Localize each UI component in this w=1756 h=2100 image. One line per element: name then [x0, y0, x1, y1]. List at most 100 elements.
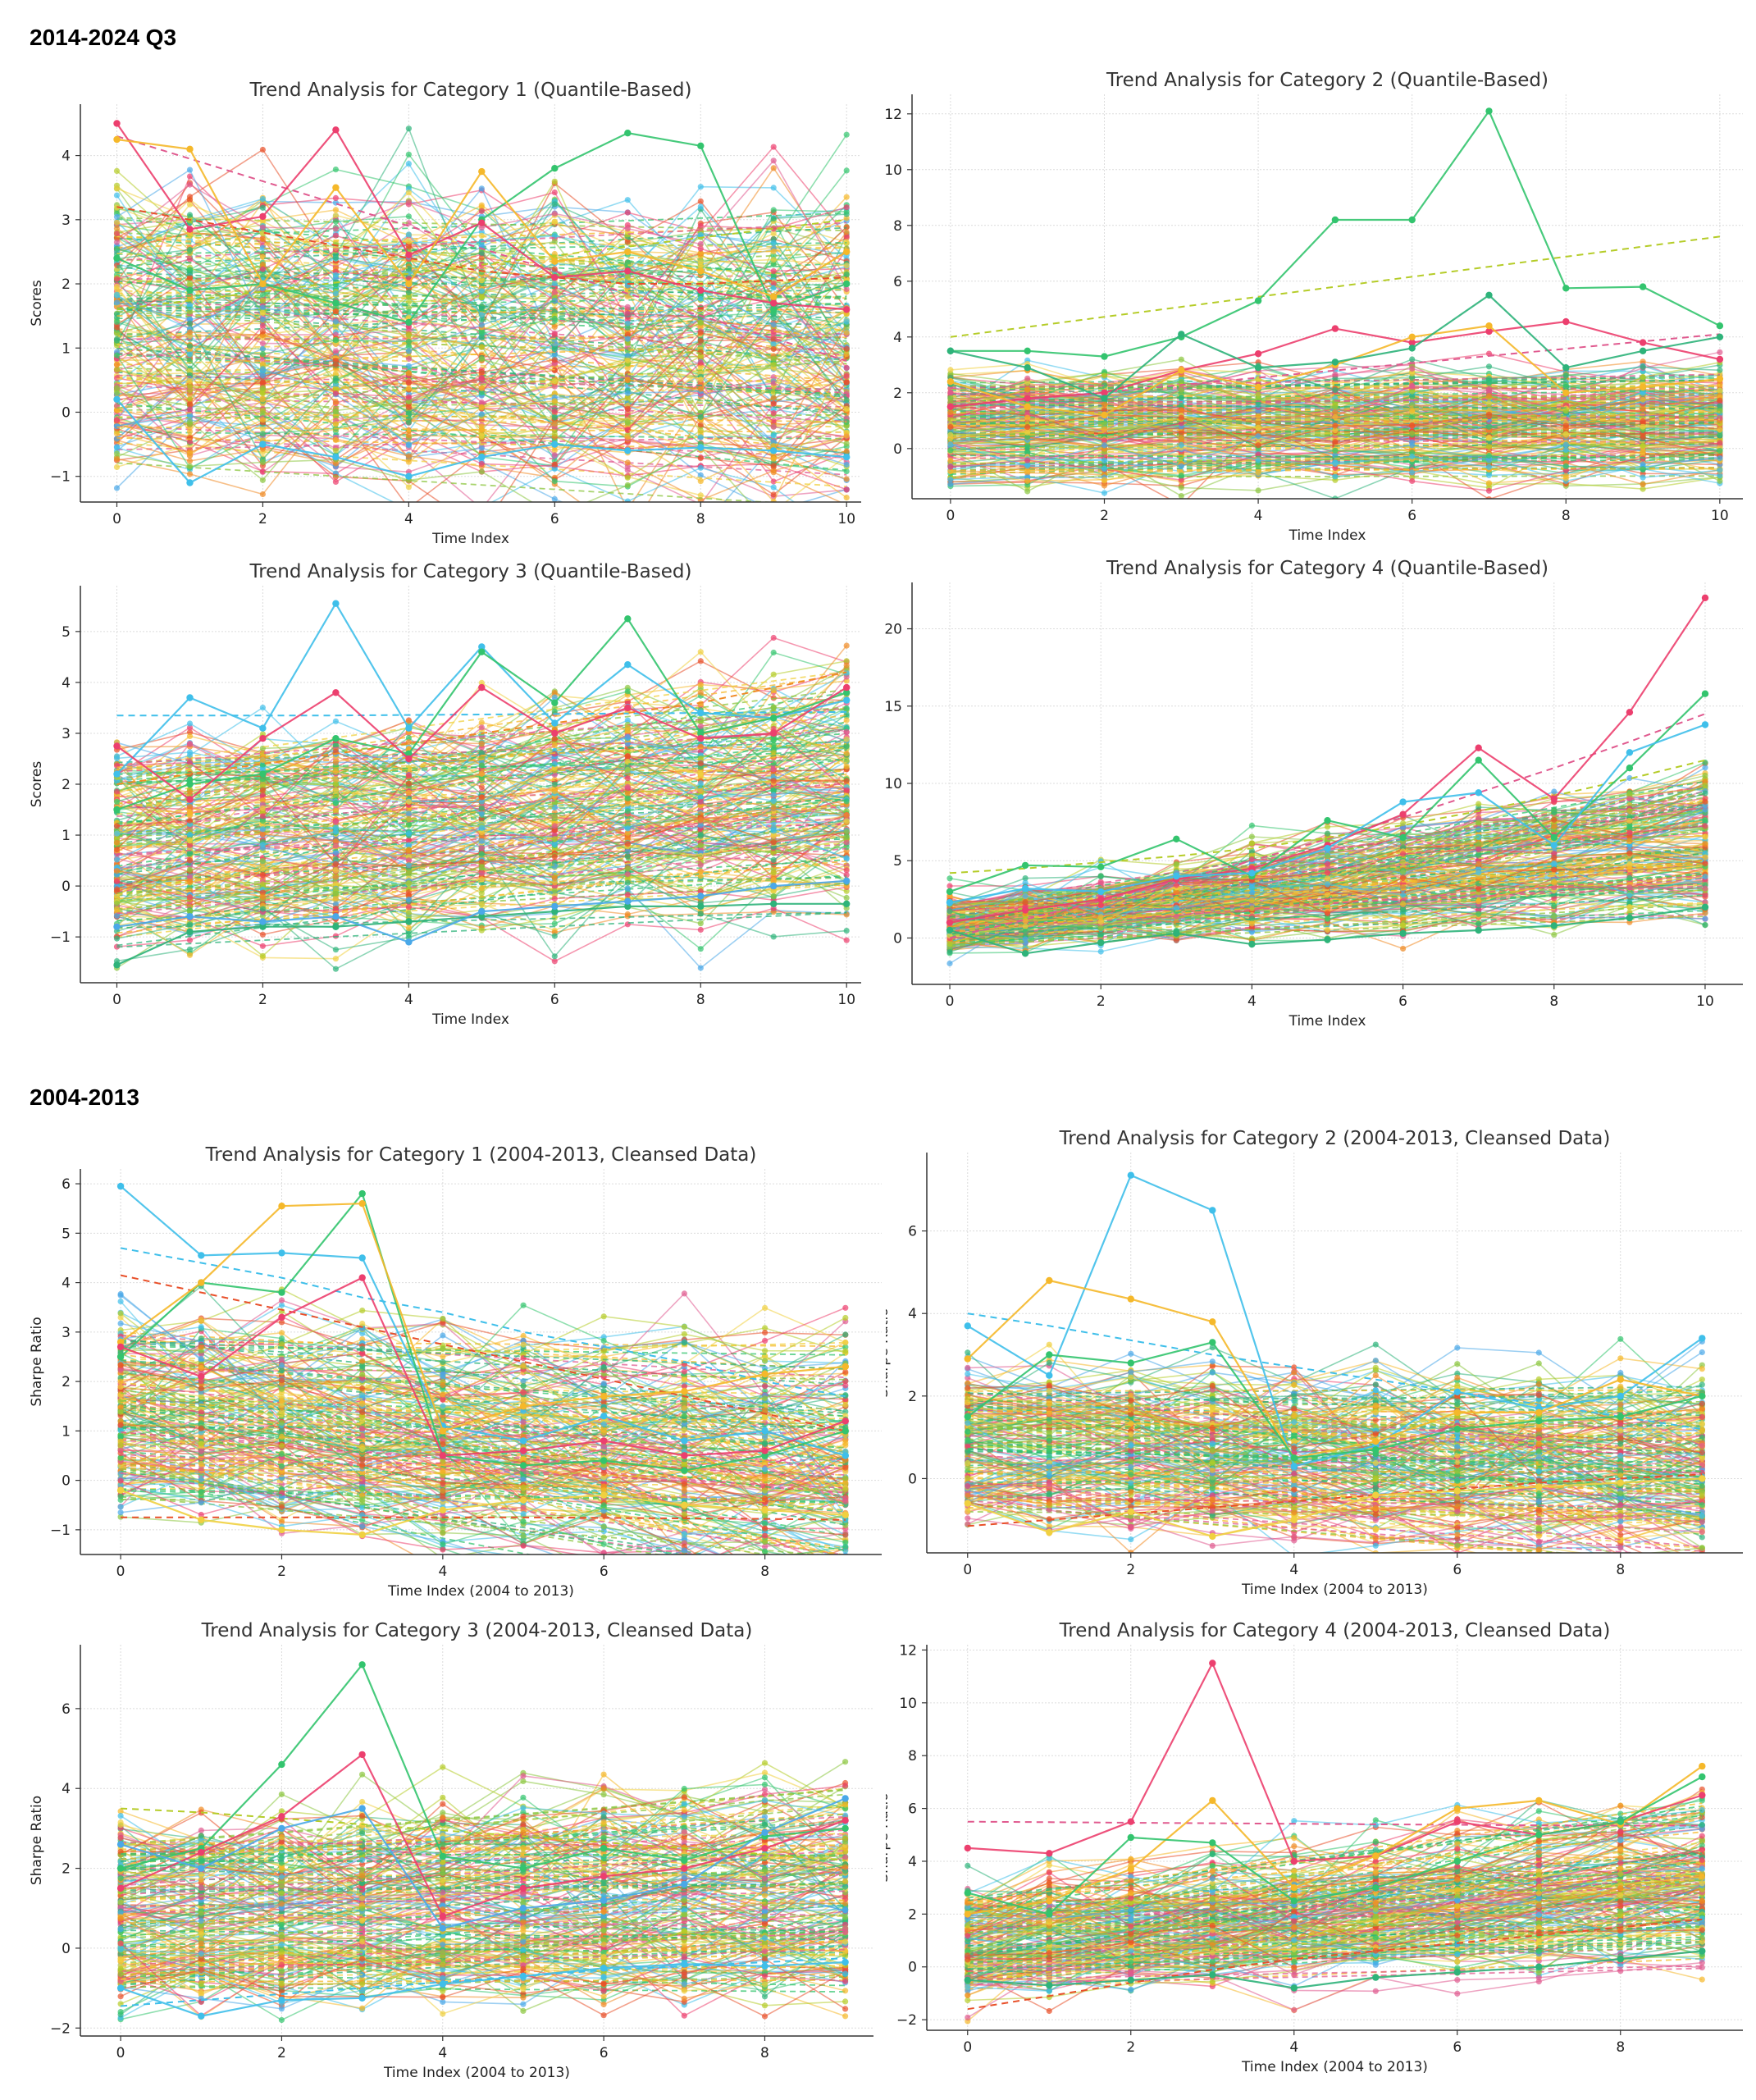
data-point [843, 167, 850, 174]
data-point-green-spike [1101, 353, 1108, 360]
data-point [551, 447, 558, 454]
data-point [405, 266, 412, 272]
x-tick-label: 10 [1711, 508, 1729, 524]
data-point-green-peak [405, 318, 413, 326]
y-tick-label: 4 [62, 148, 71, 165]
data-point [1178, 429, 1184, 436]
data-point [697, 658, 704, 664]
data-point [259, 322, 266, 329]
data-point [947, 424, 954, 431]
data-point [1101, 457, 1108, 463]
data-point [770, 395, 777, 401]
data-point [113, 167, 121, 174]
data-point [479, 504, 485, 510]
data-point-green-spike [1408, 216, 1416, 224]
data-point [332, 390, 339, 397]
data-point [770, 345, 777, 353]
data-point [332, 407, 339, 414]
data-point [770, 341, 777, 348]
data-point [770, 240, 777, 246]
data-point [478, 411, 485, 418]
data-point-green-mid [1178, 331, 1185, 338]
data-point [186, 231, 194, 237]
data-point-green-mid [946, 347, 955, 354]
data-point-pink-mid [946, 403, 955, 410]
data-point [624, 197, 631, 203]
data-point [551, 398, 558, 404]
data-point [1409, 365, 1416, 372]
data-point-blue-low [770, 447, 778, 454]
data-point-yellow-mid [1485, 322, 1493, 330]
x-tick-label: 4 [404, 511, 413, 527]
data-point [405, 806, 412, 812]
data-point [1640, 406, 1646, 413]
data-point [551, 689, 558, 696]
data-point [1717, 477, 1723, 484]
data-point [947, 457, 954, 464]
data-point [332, 167, 339, 173]
data-point [843, 717, 850, 724]
data-point [770, 362, 777, 368]
data-point [478, 185, 485, 192]
data-point [844, 536, 850, 542]
data-point-pink-peak [843, 306, 851, 313]
x-tick-label: 10 [837, 511, 855, 527]
data-point [551, 953, 558, 960]
data-point [113, 299, 121, 306]
data-point [1485, 393, 1493, 399]
data-point [947, 409, 954, 416]
y-tick-label: −1 [50, 469, 71, 486]
data-point [770, 328, 777, 335]
data-point [332, 207, 339, 213]
data-point [770, 410, 777, 417]
data-point [697, 946, 704, 952]
data-point [843, 928, 850, 934]
data-point [1640, 466, 1646, 472]
data-point [1255, 442, 1261, 449]
data-point [697, 472, 704, 478]
y-tick-label: 2 [893, 386, 902, 402]
chart-title: Trend Analysis for Category 1 (Quantile-… [249, 80, 692, 101]
data-point [624, 353, 631, 359]
data-point-green-spike [1716, 322, 1724, 330]
data-point [947, 431, 954, 438]
data-point [332, 966, 339, 972]
data-point [551, 465, 558, 472]
data-point [1409, 453, 1416, 460]
data-point [551, 357, 558, 363]
data-point [113, 423, 121, 430]
data-point [186, 246, 194, 253]
data-point [259, 431, 266, 437]
data-point [1562, 431, 1569, 437]
y-tick-label: 2 [62, 276, 71, 293]
data-point [1485, 411, 1493, 418]
data-point [1409, 393, 1416, 399]
data-point [770, 144, 777, 150]
data-point-green-mid [1716, 333, 1724, 340]
data-point [697, 649, 704, 655]
data-point [478, 374, 485, 381]
data-point-green-peak [624, 130, 632, 137]
data-point [478, 369, 485, 376]
data-point [551, 189, 558, 196]
trend-line [950, 454, 1720, 459]
data-point [770, 400, 777, 407]
data-point-green-peak [770, 306, 778, 313]
data-point [332, 436, 339, 444]
data-point [770, 649, 777, 656]
data-point [1640, 486, 1646, 492]
data-point [697, 245, 704, 252]
trend-line [116, 435, 847, 451]
data-point [1640, 455, 1646, 462]
data-point-pink-peak [405, 251, 413, 258]
data-point [332, 194, 339, 201]
data-point [551, 210, 558, 217]
data-point [113, 291, 121, 298]
data-point [405, 220, 412, 226]
data-point [1409, 383, 1416, 390]
data-point [770, 634, 777, 641]
data-point [259, 380, 266, 386]
data-point [1640, 481, 1646, 488]
data-point [1562, 450, 1569, 457]
data-point [259, 459, 266, 466]
